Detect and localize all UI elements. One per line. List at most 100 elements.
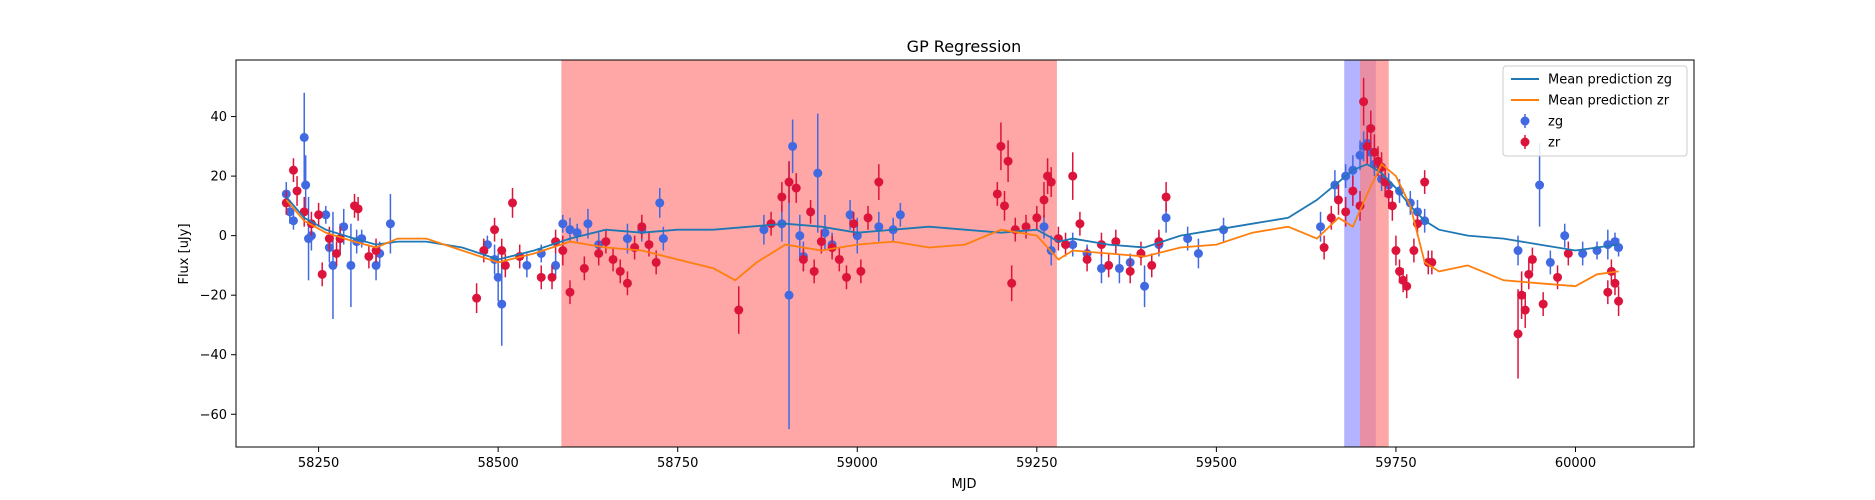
y-tick-label-4: 20 xyxy=(210,170,227,185)
x-tick-label-4: 59250 xyxy=(1016,456,1057,471)
point-zr-7 xyxy=(324,234,334,244)
point-zr-27 xyxy=(594,249,604,258)
point-zr-67 xyxy=(1082,254,1092,264)
point-zr-59 xyxy=(1032,213,1042,223)
shaded-region-zr-2 xyxy=(1360,60,1389,447)
point-zg-32 xyxy=(655,198,665,208)
point-zr-53 xyxy=(996,141,1006,151)
point-zr-29 xyxy=(608,254,618,264)
x-tick-label-7: 60000 xyxy=(1555,456,1596,471)
x-axis-ticks: 58250 58500 58750 59000 59250 59500 59750 60000 xyxy=(298,447,1596,471)
point-zg-79 xyxy=(1560,231,1570,241)
axes-frame xyxy=(235,59,1695,448)
point-zg-48 xyxy=(1039,222,1049,232)
point-zg-3 xyxy=(299,132,309,142)
point-zr-105 xyxy=(1538,299,1548,309)
point-zg-36 xyxy=(784,290,794,300)
point-zr-17 xyxy=(497,246,507,256)
point-zg-77 xyxy=(1535,180,1545,190)
line-mean-prediction-zr xyxy=(285,162,1619,288)
x-axis-label: MJD xyxy=(951,477,976,492)
point-zr-2 xyxy=(292,186,302,196)
point-zr-36 xyxy=(734,305,744,315)
point-zr-80 xyxy=(1348,186,1358,196)
point-zr-42 xyxy=(806,207,816,217)
legend-label-zr: zr xyxy=(1548,136,1561,151)
x-tick-label-3: 59000 xyxy=(837,456,878,471)
point-zr-1 xyxy=(288,165,298,175)
x-tick-label-1: 58500 xyxy=(477,456,518,471)
point-zr-69 xyxy=(1104,260,1114,270)
point-zr-92 xyxy=(1395,266,1405,276)
point-zg-76 xyxy=(1513,246,1523,256)
shaded-region-zr-0 xyxy=(561,60,1057,447)
point-zg-61 xyxy=(1316,222,1326,232)
point-zr-33 xyxy=(637,222,647,232)
point-zg-30 xyxy=(622,234,632,244)
point-zg-12 xyxy=(346,260,356,270)
point-zr-51 xyxy=(874,177,884,187)
point-zr-62 xyxy=(1046,177,1056,187)
point-zg-41 xyxy=(820,228,830,238)
point-zr-49 xyxy=(856,266,866,276)
point-zr-26 xyxy=(579,263,589,273)
point-zg-58 xyxy=(1183,234,1193,244)
series-zr xyxy=(281,77,1624,379)
point-zg-55 xyxy=(1140,281,1150,291)
point-zg-80 xyxy=(1578,249,1588,258)
mean-prediction-lines xyxy=(285,162,1619,288)
point-zg-40 xyxy=(813,168,823,178)
point-zr-5 xyxy=(314,210,324,220)
point-zr-19 xyxy=(508,198,518,208)
point-zg-25 xyxy=(558,219,568,229)
point-zr-76 xyxy=(1319,243,1329,253)
point-zr-6 xyxy=(317,269,327,279)
point-zg-78 xyxy=(1545,257,1555,267)
point-zg-43 xyxy=(845,210,855,220)
point-zr-35 xyxy=(651,257,661,267)
point-zr-56 xyxy=(1007,278,1017,288)
point-zr-65 xyxy=(1068,171,1078,181)
point-zr-109 xyxy=(1606,266,1616,276)
point-zr-71 xyxy=(1125,266,1135,276)
plot-area xyxy=(235,59,1695,448)
point-zr-75 xyxy=(1161,192,1171,202)
point-zr-16 xyxy=(490,225,500,235)
point-zr-107 xyxy=(1563,249,1573,258)
point-zg-47 xyxy=(895,210,905,220)
point-zr-14 xyxy=(472,293,482,303)
legend-box xyxy=(1502,65,1688,157)
legend-label-mean-prediction-zr: Mean prediction zr xyxy=(1548,94,1670,109)
point-zg-34 xyxy=(759,225,769,235)
point-zr-85 xyxy=(1369,147,1379,157)
y-tick-label-0: −60 xyxy=(200,408,227,423)
point-zr-108 xyxy=(1603,287,1613,297)
x-tick-label-6: 59750 xyxy=(1375,456,1416,471)
point-zg-37 xyxy=(788,141,798,151)
point-zr-28 xyxy=(601,237,611,247)
x-tick-label-2: 58750 xyxy=(657,456,698,471)
point-zr-79 xyxy=(1341,207,1351,217)
point-zg-52 xyxy=(1096,263,1106,273)
chart-title: GP Regression xyxy=(907,37,1022,56)
point-zg-17 xyxy=(385,219,395,229)
point-zg-24 xyxy=(551,260,561,270)
point-zr-44 xyxy=(816,237,826,247)
point-zr-78 xyxy=(1333,195,1343,205)
point-zg-59 xyxy=(1193,249,1203,258)
point-zg-9 xyxy=(328,260,338,270)
point-zr-21 xyxy=(536,272,546,282)
y-tick-label-2: −20 xyxy=(200,289,227,304)
point-zr-22 xyxy=(547,272,557,282)
x-tick-label-0: 58250 xyxy=(298,456,339,471)
shaded-regions xyxy=(561,60,1389,447)
point-zg-28 xyxy=(583,219,593,229)
y-axis-ticks: −60 −40 −20 0 20 40 xyxy=(200,110,236,423)
point-zg-50 xyxy=(1068,240,1078,250)
point-zr-30 xyxy=(615,266,625,276)
legend-label-zg: zg xyxy=(1548,115,1563,130)
point-zr-83 xyxy=(1362,141,1372,151)
point-zr-82 xyxy=(1359,97,1369,107)
point-zg-1 xyxy=(285,207,295,217)
